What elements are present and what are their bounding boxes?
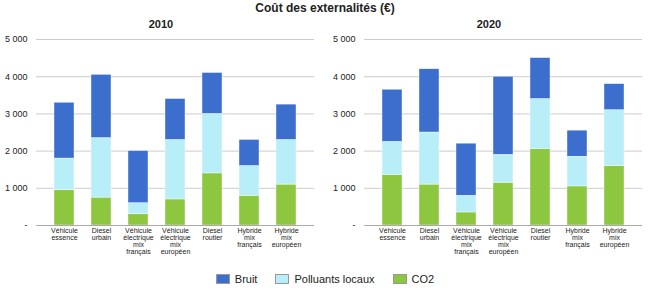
svg-text:Hybridemixfrançais: Hybridemixfrançais [565, 227, 590, 249]
svg-text:Véhiculeessence: Véhiculeessence [379, 227, 406, 241]
svg-text:Hybridemixfrançais: Hybridemixfrançais [237, 227, 262, 249]
svg-text:2 000: 2 000 [333, 146, 356, 156]
svg-text:Hybridemixeuropéen: Hybridemixeuropéen [272, 227, 302, 249]
svg-text:3 000: 3 000 [333, 109, 356, 119]
svg-text:Véhiculeélectriquemixeuropéen: Véhiculeélectriquemixeuropéen [160, 227, 190, 256]
svg-text:-: - [353, 220, 356, 230]
svg-text:4 000: 4 000 [333, 72, 356, 82]
svg-text:Dieselroutier: Dieselroutier [203, 227, 224, 241]
svg-text:-: - [25, 220, 28, 230]
svg-text:5 000: 5 000 [5, 34, 28, 44]
svg-text:Hybridemixeuropéen: Hybridemixeuropéen [600, 227, 630, 249]
svg-text:Dieselroutier: Dieselroutier [531, 227, 552, 241]
svg-text:3 000: 3 000 [5, 109, 28, 119]
html-text:2010: 2010 [148, 18, 174, 30]
svg-text:4 000: 4 000 [5, 72, 28, 82]
html-text:Bruit: Bruit [234, 273, 258, 285]
svg-text:Véhiculeélectriquemixfrançais: Véhiculeélectriquemixfrançais [451, 227, 481, 256]
html-text:Coût des externalités (€): Coût des externalités (€) [255, 1, 395, 15]
svg-text:Véhiculeélectriquemixeuropéen: Véhiculeélectriquemixeuropéen [488, 227, 518, 256]
svg-text:Véhiculeessence: Véhiculeessence [51, 227, 78, 241]
svg-text:2 000: 2 000 [5, 146, 28, 156]
svg-text:Dieselurbain: Dieselurbain [420, 227, 440, 241]
html-text:Polluants locaux: Polluants locaux [294, 273, 375, 285]
svg-text:1 000: 1 000 [333, 183, 356, 193]
svg-text:Véhiculeélectriquemixfrançais: Véhiculeélectriquemixfrançais [123, 227, 153, 256]
svg-text:5 000: 5 000 [333, 34, 356, 44]
svg-text:Dieselurbain: Dieselurbain [92, 227, 112, 241]
svg-text:1 000: 1 000 [5, 183, 28, 193]
html-text:CO2: CO2 [411, 273, 435, 285]
html-text:2020: 2020 [476, 18, 502, 30]
